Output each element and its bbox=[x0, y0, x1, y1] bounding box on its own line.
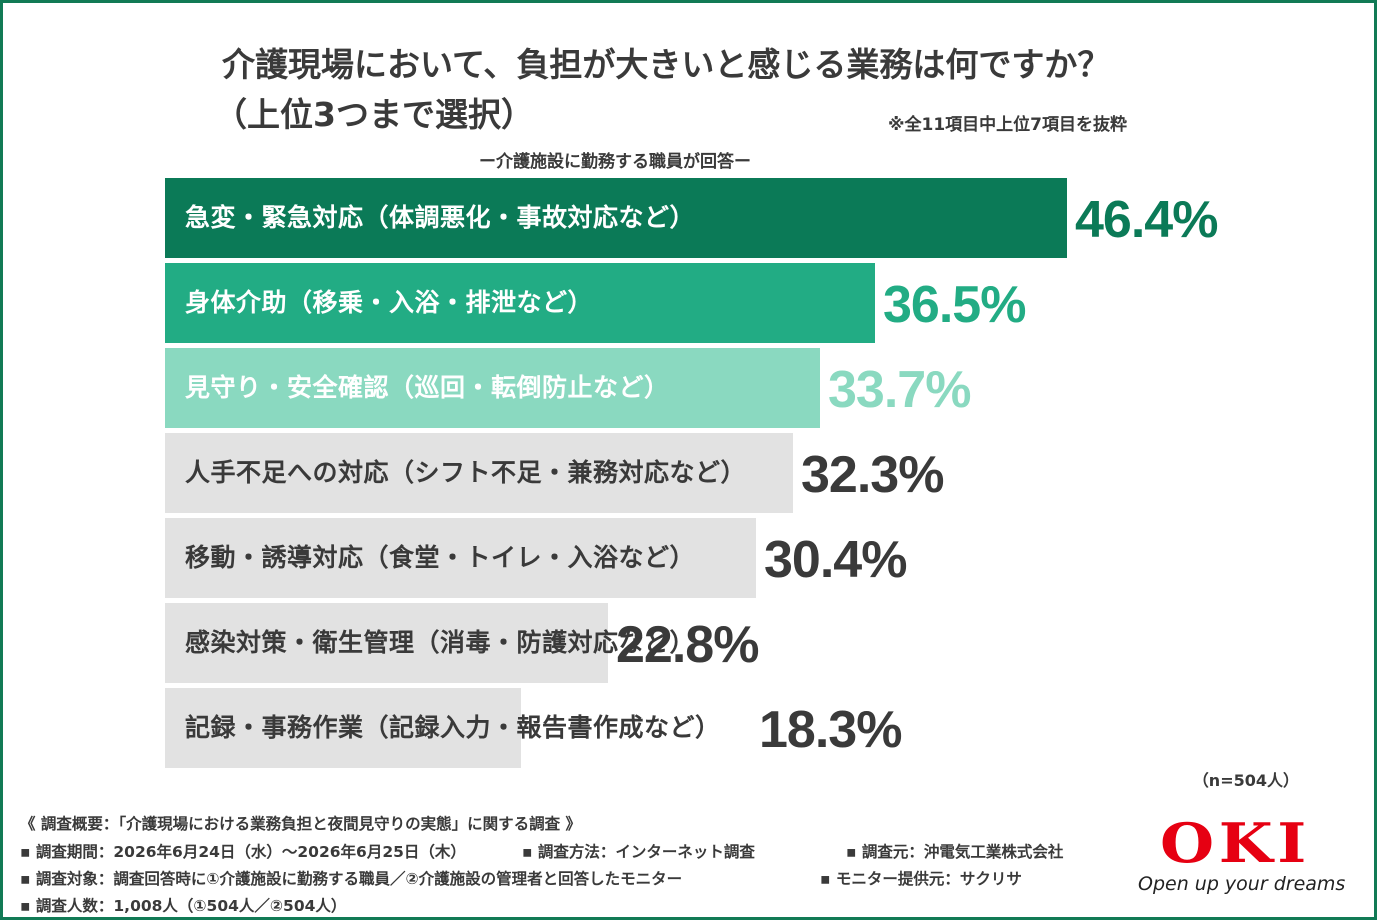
survey-target: ▪ 調査対象：調査回答時に①介護施設に勤務する職員／②介護施設の管理者と回答した… bbox=[20, 870, 683, 888]
bar-label-2: 身体介助（移乗・入浴・排泄など） bbox=[185, 288, 594, 317]
bar-value-4: 32.3% bbox=[801, 446, 944, 504]
bar-value-6: 22.8% bbox=[616, 616, 759, 674]
bar-3 bbox=[165, 348, 820, 428]
chart-note: ※全11項目中上位7項目を抜粋 bbox=[888, 115, 1128, 135]
bar-value-3: 33.7% bbox=[828, 361, 971, 419]
oki-logo-mark: OKI bbox=[1160, 811, 1311, 875]
survey-conductor: ▪ 調査元：沖電気工業株式会社 bbox=[846, 843, 1064, 861]
bar-chart: 急変・緊急対応（体調悪化・事故対応など） 46.4% 身体介助（移乗・入浴・排泄など… bbox=[165, 178, 1218, 768]
bar-1 bbox=[165, 178, 1067, 258]
oki-logo-tagline: Open up your dreams bbox=[1138, 873, 1346, 895]
bar-value-7: 18.3% bbox=[759, 701, 902, 759]
bar-label-7: 記録・事務作業（記録入力・報告書作成など） bbox=[185, 713, 721, 742]
bar-4 bbox=[165, 433, 793, 513]
bar-7 bbox=[165, 688, 521, 768]
oki-logo: OKI Open up your dreams bbox=[1138, 815, 1348, 895]
bar-label-1: 急変・緊急対応（体調悪化・事故対応など） bbox=[185, 203, 696, 232]
bar-label-6: 感染対策・衛生管理（消毒・防護対応など） bbox=[185, 628, 696, 657]
bar-value-2: 36.5% bbox=[883, 276, 1026, 334]
survey-count: ▪ 調査人数：1,008人（①504人／②504人） bbox=[20, 897, 347, 915]
survey-overview: 《 調査概要：「介護現場における業務負担と夜間見守りの実態」に関する調査 》 bbox=[20, 815, 582, 833]
bar-2 bbox=[165, 263, 875, 343]
survey-provider: ▪ モニター提供元：サクリサ bbox=[820, 870, 1022, 888]
survey-period: ▪ 調査期間：2026年6月24日（水）～2026年6月25日（木） bbox=[20, 843, 466, 861]
chart-title-line1: 介護現場において、負担が大きいと感じる業務は何ですか？ bbox=[222, 45, 1111, 84]
chart-subtitle: ー介護施設に勤務する職員が回答ー bbox=[479, 152, 751, 172]
chart-title: 介護現場において、負担が大きいと感じる業務は何ですか？ （上位3つまで選択） bbox=[214, 40, 1182, 140]
bar-6 bbox=[165, 603, 608, 683]
bar-label-4: 人手不足への対応（シフト不足・兼務対応など） bbox=[185, 458, 747, 487]
bar-value-1: 46.4% bbox=[1075, 191, 1218, 249]
survey-method: ▪ 調査方法：インターネット調査 bbox=[522, 843, 755, 861]
sample-size: （n=504人） bbox=[1192, 771, 1299, 790]
bar-label-3: 見守り・安全確認（巡回・転倒防止など） bbox=[185, 373, 670, 402]
bar-label-5: 移動・誘導対応（食堂・トイレ・入浴など） bbox=[185, 543, 696, 572]
bar-5 bbox=[165, 518, 756, 598]
chart-title-line2: （上位3つまで選択） bbox=[214, 95, 534, 134]
bar-value-5: 30.4% bbox=[764, 531, 907, 589]
